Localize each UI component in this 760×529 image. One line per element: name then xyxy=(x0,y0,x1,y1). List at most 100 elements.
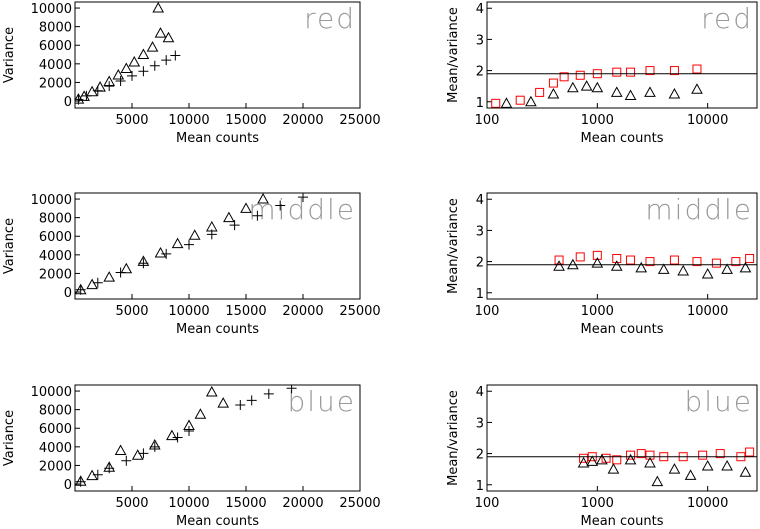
y-tick-label: 4000 xyxy=(39,249,72,264)
y-tick-label: 2 xyxy=(476,448,484,463)
x-axis-label: Mean counts xyxy=(580,322,663,337)
point xyxy=(217,397,230,408)
point xyxy=(75,476,86,487)
panel: middle 100 1000 10000 1 2 3 4 Mean counts Mean/va… xyxy=(446,192,758,337)
y-tick-label: 4 xyxy=(476,2,484,17)
plot-frame xyxy=(74,384,361,492)
point xyxy=(104,463,115,474)
y-tick-label: 10000 xyxy=(31,193,72,208)
point xyxy=(691,83,703,94)
point xyxy=(607,463,620,474)
x-tick-label: 100 xyxy=(475,304,500,319)
point xyxy=(525,95,537,107)
point xyxy=(721,460,733,471)
y-axis-label: Variance xyxy=(2,218,17,274)
point xyxy=(94,81,106,92)
y-tick-label: 0 xyxy=(64,95,72,110)
x-axis-label: Mean counts xyxy=(176,514,259,529)
y-tick-label: 3 xyxy=(476,224,484,239)
point xyxy=(626,450,636,460)
plot-frame xyxy=(486,192,758,300)
point xyxy=(298,193,308,203)
panel: blue 100 1000 10000 1 2 3 4 Mean counts Mean/vari… xyxy=(446,384,758,529)
point xyxy=(612,253,622,263)
plot-frame xyxy=(74,1,361,109)
point xyxy=(635,261,648,273)
x-tick-label: 10000 xyxy=(687,113,728,128)
point xyxy=(644,456,656,468)
x-axis-label: Mean counts xyxy=(176,322,259,337)
point xyxy=(577,456,590,468)
point xyxy=(112,68,125,80)
y-tick-label: 6000 xyxy=(39,422,72,437)
point xyxy=(275,200,286,211)
point xyxy=(127,70,137,81)
point xyxy=(698,450,708,460)
y-tick-label: 0 xyxy=(64,478,72,493)
point xyxy=(184,426,194,437)
y-tick-label: 8000 xyxy=(39,21,72,36)
x-tick-label: 10000 xyxy=(687,304,728,319)
point xyxy=(636,449,646,459)
point xyxy=(115,267,126,278)
y-tick-label: 3 xyxy=(476,416,484,431)
point xyxy=(715,449,725,459)
point xyxy=(612,67,622,77)
point xyxy=(586,455,599,466)
point xyxy=(257,193,269,204)
point xyxy=(120,262,133,274)
y-tick-label: 10000 xyxy=(31,385,72,400)
point xyxy=(120,62,133,73)
point xyxy=(128,55,141,67)
point xyxy=(651,475,664,487)
point xyxy=(626,255,636,265)
point xyxy=(252,210,263,221)
x-tick-label: 25000 xyxy=(339,113,380,128)
point xyxy=(535,87,545,97)
panel-label: middle xyxy=(248,193,356,226)
point xyxy=(154,246,167,258)
point xyxy=(657,263,670,274)
point xyxy=(553,260,565,271)
point xyxy=(235,399,246,410)
x-tick-label: 5000 xyxy=(115,304,148,319)
point xyxy=(246,395,257,406)
panel-label: middle xyxy=(645,193,753,226)
point xyxy=(172,432,183,443)
y-tick-label: 8000 xyxy=(39,404,72,419)
y-tick-label: 6000 xyxy=(39,230,72,245)
panel-label: blue xyxy=(684,385,753,418)
point xyxy=(92,85,103,96)
point xyxy=(644,86,656,97)
points xyxy=(75,385,297,487)
point xyxy=(206,229,217,240)
y-tick-label: 3 xyxy=(476,33,484,48)
x-tick-label: 5000 xyxy=(115,496,148,511)
x-tick-label: 25000 xyxy=(339,496,380,511)
point xyxy=(86,278,98,290)
panel: red 5000 10000 15000 20000 25000 0 2000 4000 6000… xyxy=(2,1,381,146)
point xyxy=(515,95,525,105)
point xyxy=(591,257,604,268)
point xyxy=(500,97,513,108)
x-tick-label: 10000 xyxy=(168,113,209,128)
y-axis-label: Mean/variance xyxy=(446,198,461,294)
y-tick-label: 4000 xyxy=(39,58,72,73)
panel-label: blue xyxy=(287,385,356,418)
point xyxy=(547,87,560,99)
point xyxy=(592,250,602,260)
point xyxy=(745,447,755,457)
y-tick-label: 1 xyxy=(476,96,484,111)
points xyxy=(491,64,703,108)
y-tick-label: 1 xyxy=(476,479,484,494)
y-axis-label: Mean/variance xyxy=(446,7,461,103)
point xyxy=(263,388,274,399)
x-tick-label: 15000 xyxy=(225,304,266,319)
point xyxy=(610,86,623,97)
point xyxy=(711,258,721,268)
x-tick-label: 100 xyxy=(475,113,500,128)
point xyxy=(121,455,132,466)
point xyxy=(162,31,175,43)
plot-frame xyxy=(486,384,758,492)
